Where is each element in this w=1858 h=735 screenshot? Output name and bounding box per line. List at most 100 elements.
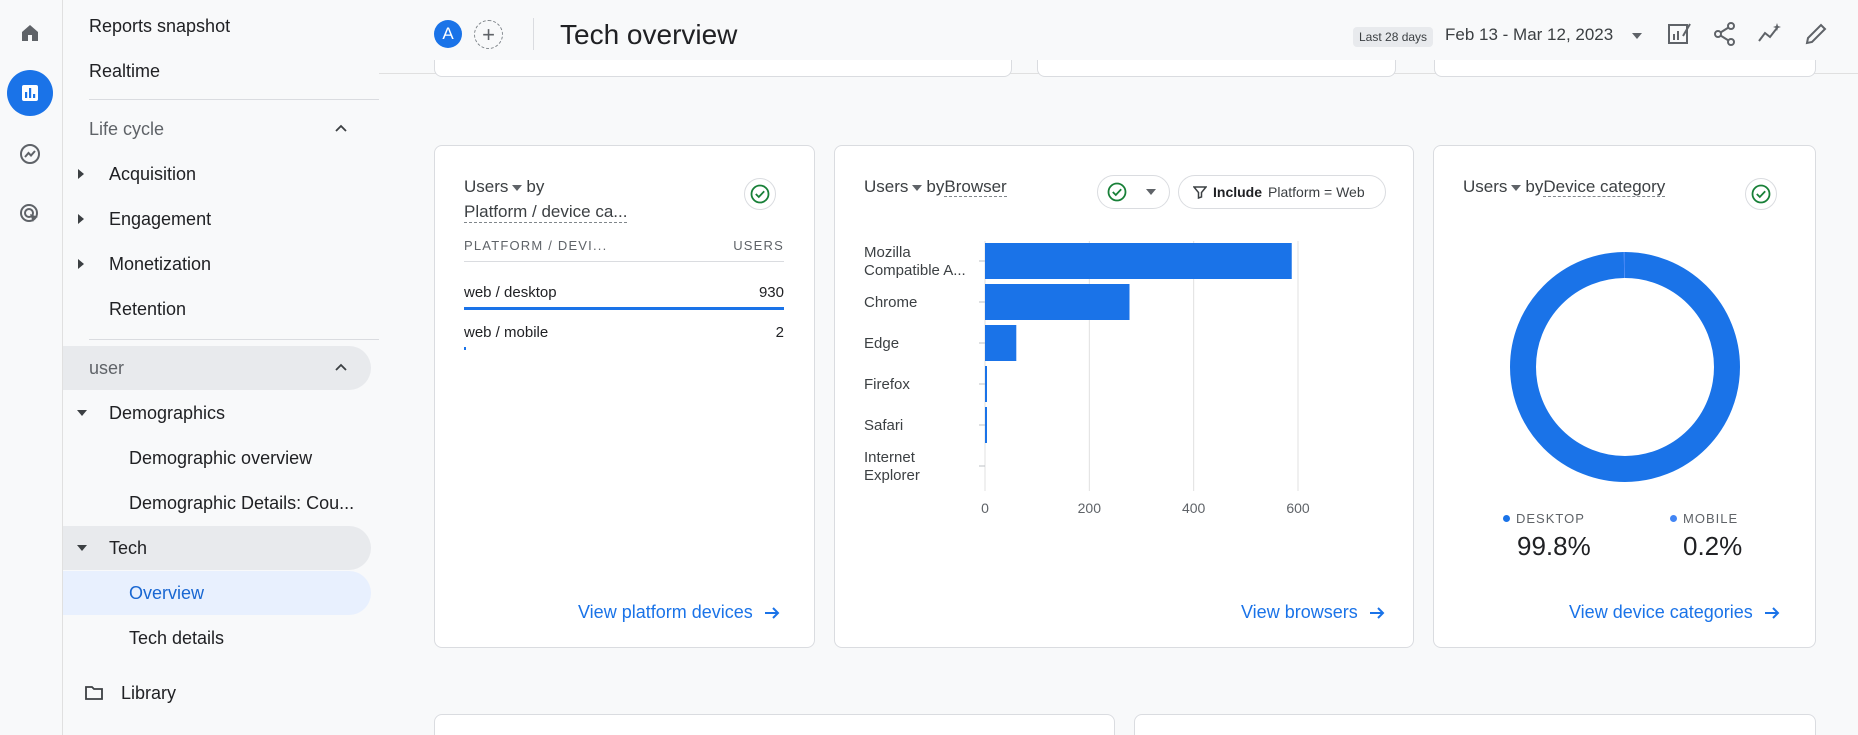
- caret-down-icon[interactable]: [1511, 184, 1522, 191]
- title-by: by: [526, 177, 545, 196]
- bar[interactable]: [985, 325, 1017, 361]
- nav-tech[interactable]: Tech: [63, 526, 371, 570]
- card-title: Users by: [464, 177, 544, 197]
- caret-down-icon[interactable]: [512, 184, 523, 191]
- donut-segment-mobile[interactable]: [1510, 252, 1740, 482]
- x-tick-label: 0: [981, 500, 989, 516]
- category-label-line: Firefox: [864, 376, 910, 393]
- nav-tech-details[interactable]: Tech details: [63, 616, 371, 660]
- chevron-down-icon[interactable]: [1632, 33, 1642, 39]
- filter-include-label: Include: [1213, 184, 1263, 200]
- nav-retention[interactable]: Retention: [63, 287, 371, 331]
- legend-mobile: MOBILE: [1670, 511, 1738, 526]
- legend-dot: [1503, 515, 1510, 522]
- view-platform-devices-link[interactable]: View platform devices: [578, 602, 781, 623]
- check-circle-icon: [1107, 182, 1127, 202]
- folder-icon: [85, 686, 103, 700]
- arrow-right-icon: [1369, 606, 1385, 619]
- date-range-picker[interactable]: Feb 13 - Mar 12, 2023: [1445, 25, 1614, 44]
- legend-dot: [1670, 515, 1677, 522]
- metric-selector[interactable]: Users: [864, 177, 909, 196]
- add-comparison-button[interactable]: +: [474, 20, 503, 49]
- reports-icon[interactable]: [7, 70, 53, 116]
- link-label: View browsers: [1241, 602, 1358, 622]
- nav-label: Tech details: [129, 627, 225, 648]
- row-share-bar: [464, 347, 466, 350]
- nav-monetization[interactable]: Monetization: [63, 242, 371, 286]
- category-label: Safari: [864, 417, 903, 434]
- legend-label: MOBILE: [1683, 511, 1739, 526]
- edit-pencil-icon[interactable]: [1803, 21, 1829, 47]
- nav-demographic-details[interactable]: Demographic Details: Cou...: [63, 481, 371, 525]
- nav-realtime[interactable]: Realtime: [63, 49, 371, 93]
- category-label: Mozilla Compatible A...: [864, 244, 966, 279]
- data-quality-check-icon[interactable]: [1745, 178, 1777, 210]
- bar[interactable]: [985, 284, 1130, 320]
- bar[interactable]: [985, 407, 987, 443]
- nav-section-lifecycle[interactable]: Life cycle: [63, 107, 371, 151]
- card-below-stub: [1134, 714, 1816, 735]
- card-title: Users byBrowser: [864, 177, 1007, 197]
- view-browsers-link[interactable]: View browsers: [1241, 602, 1386, 623]
- caret-down-icon[interactable]: [912, 184, 923, 191]
- nav-label: Demographic overview: [129, 447, 313, 468]
- nav-label: Tech: [109, 537, 148, 558]
- collapse-arrow-icon: [77, 545, 87, 551]
- table-header: PLATFORM / DEVI... USERS: [464, 238, 784, 262]
- nav-label: Engagement: [109, 208, 212, 229]
- nav-demographics[interactable]: Demographics: [63, 391, 371, 435]
- nav-reports-snapshot[interactable]: Reports snapshot: [63, 4, 371, 48]
- dimension-selector[interactable]: Browser: [944, 177, 1007, 197]
- advertising-icon[interactable]: [7, 191, 53, 237]
- nav-demographic-overview[interactable]: Demographic overview: [63, 436, 371, 480]
- metric-selector[interactable]: Users: [1463, 177, 1508, 196]
- nav-engagement[interactable]: Engagement: [63, 197, 371, 241]
- comparison-avatar[interactable]: A: [434, 20, 462, 48]
- mobile-percentage: 0.2%: [1683, 531, 1743, 561]
- caret-down-icon: [1146, 189, 1156, 195]
- explore-icon[interactable]: [7, 131, 53, 177]
- expand-arrow-icon: [78, 169, 84, 179]
- desktop-percentage: 99.8%: [1517, 531, 1591, 561]
- category-label: Edge: [864, 335, 899, 352]
- row-value: 2: [775, 324, 784, 341]
- metric-selector[interactable]: Users: [464, 177, 509, 196]
- data-quality-check-icon[interactable]: [744, 178, 776, 210]
- nav-tech-overview[interactable]: Overview: [63, 571, 371, 615]
- title-by: by: [926, 177, 945, 196]
- report-nav: Reports snapshot Realtime Life cycle Acq…: [63, 0, 379, 735]
- nav-acquisition[interactable]: Acquisition: [63, 152, 371, 196]
- dimension-selector[interactable]: Device category: [1543, 177, 1666, 197]
- view-device-categories-link[interactable]: View device categories: [1569, 602, 1781, 623]
- home-icon[interactable]: [7, 10, 53, 56]
- filter-icon: [1193, 186, 1207, 199]
- link-label: View platform devices: [578, 602, 753, 622]
- share-icon[interactable]: [1712, 21, 1738, 47]
- row-label: web / desktop: [464, 284, 557, 301]
- insights-icon[interactable]: [1757, 21, 1783, 47]
- arrow-right-icon: [1764, 606, 1780, 619]
- nav-label: Library: [121, 682, 177, 703]
- expand-arrow-icon: [78, 259, 84, 269]
- nav-library[interactable]: Library: [63, 671, 371, 715]
- nav-label: Reports snapshot: [89, 15, 231, 36]
- dimension-selector[interactable]: Platform / device ca...: [464, 202, 628, 223]
- nav-section-label: user: [89, 357, 125, 378]
- nav-label: Demographic Details: Cou...: [129, 492, 355, 513]
- bar[interactable]: [985, 243, 1292, 279]
- nav-label: Realtime: [89, 60, 161, 81]
- category-label-line: Explorer: [864, 467, 920, 484]
- date-preset-chip[interactable]: Last 28 days: [1353, 27, 1434, 47]
- table-row[interactable]: web / desktop 930: [464, 274, 784, 310]
- donut-segment-desktop[interactable]: [1510, 252, 1740, 482]
- title-by: by: [1525, 177, 1544, 196]
- customize-report-icon[interactable]: [1666, 21, 1692, 47]
- data-quality-dropdown[interactable]: [1097, 175, 1170, 209]
- nav-section-user[interactable]: user: [63, 346, 371, 390]
- card-above-stub: [434, 60, 1012, 77]
- nav-label: Monetization: [109, 253, 212, 274]
- bar[interactable]: [985, 366, 987, 402]
- table-row[interactable]: web / mobile 2: [464, 314, 784, 350]
- filter-chip[interactable]: Include Platform = Web: [1178, 175, 1386, 209]
